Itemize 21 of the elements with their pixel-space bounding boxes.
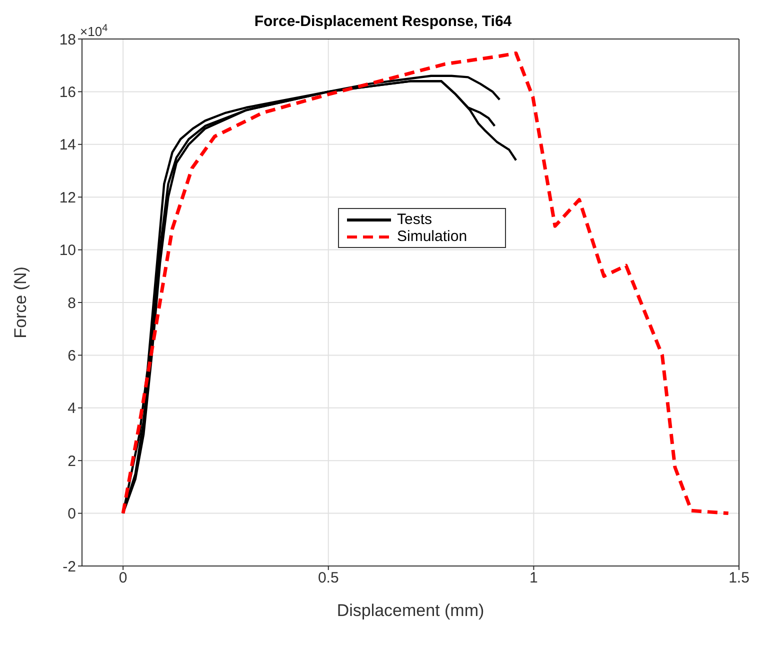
y-tick-label: 0 <box>68 506 76 523</box>
y-tick-label: 16 <box>59 84 76 102</box>
x-axis-title: Displacement (mm) <box>336 601 484 620</box>
y-tick-label: 6 <box>68 348 76 365</box>
annotation: ×10$^{4}$ <box>80 22 108 39</box>
y-axis-title: Force (N) <box>11 266 30 338</box>
y-tick-label: 2 <box>68 452 76 470</box>
legend-label: Simulation <box>397 228 468 245</box>
x-tick-label: 0.5 <box>318 570 339 587</box>
y-tick-label: -2 <box>62 558 76 576</box>
y-tick-label: 4 <box>68 400 76 418</box>
chart-title: Force-Displacement Response, Ti64 <box>254 13 512 30</box>
y-tick-label: 18 <box>59 31 76 48</box>
x-tick-label: 1 <box>530 570 538 587</box>
y-tick-label: 10 <box>59 242 76 260</box>
x-tick-label: 0 <box>118 570 128 587</box>
y-tick-label: 12 <box>59 189 76 206</box>
y-tick-label: 14 <box>59 136 76 154</box>
legend-label: Tests <box>397 211 432 228</box>
x-tick-label: 1.5 <box>728 570 750 587</box>
y-tick-label: 8 <box>68 294 76 312</box>
